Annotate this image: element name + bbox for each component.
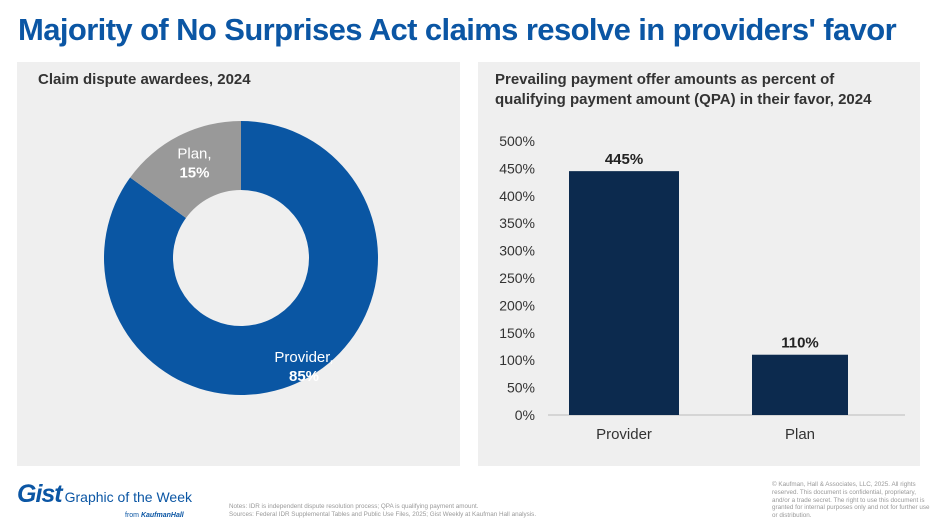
sources-text: Sources: Federal IDR Supplemental Tables… <box>229 511 537 518</box>
notes-text: Notes: IDR is independent dispute resolu… <box>229 503 479 510</box>
y-tick-label: 50% <box>507 380 535 396</box>
logo-brand: KaufmanHall <box>140 512 184 519</box>
logo-tagline: Graphic of the Week <box>64 489 192 505</box>
donut-title: Claim dispute awardees, 2024 <box>38 71 251 88</box>
footnotes: Notes: IDR is independent dispute resolu… <box>229 503 536 519</box>
bar-panel: Prevailing payment offer amounts as perc… <box>478 62 920 466</box>
donut-value-label: 15% <box>179 165 209 182</box>
y-tick-label: 250% <box>499 270 535 286</box>
y-tick-label: 100% <box>499 352 535 368</box>
donut-slice-0 <box>103 121 378 395</box>
gist-logo: Gist Graphic of the Week from KaufmanHall <box>17 480 192 519</box>
copyright-text: © Kaufman, Hall & Associates, LLC, 2025.… <box>772 481 930 520</box>
y-tick-label: 300% <box>499 243 535 259</box>
y-tick-label: 200% <box>499 297 535 313</box>
x-tick-label: Provider <box>596 426 652 443</box>
y-tick-label: 350% <box>499 215 535 231</box>
bar-title: Prevailing payment offer amounts as perc… <box>495 70 871 110</box>
y-tick-label: 450% <box>499 160 535 176</box>
x-tick-label: Plan <box>785 426 815 443</box>
bar-provider <box>569 171 679 415</box>
donut-panel: Claim dispute awardees, 2024 Provider, 85… <box>17 62 460 466</box>
bar-data-label: 445% <box>605 151 643 168</box>
donut-value-label: 85% <box>289 368 319 385</box>
logo-from: from <box>125 512 139 519</box>
y-tick-label: 400% <box>499 188 535 204</box>
page-title: Majority of No Surprises Act claims reso… <box>18 12 897 47</box>
donut-label: Provider, <box>274 349 333 366</box>
bar-title-line-1: Prevailing payment offer amounts as perc… <box>495 71 835 88</box>
bar-plan <box>752 354 848 415</box>
y-tick-label: 0% <box>515 407 535 423</box>
donut-slice-1 <box>130 121 241 219</box>
donut-label: Plan, <box>177 146 211 163</box>
bar-chart: 0% 50% 100% 150% 200% 250% 300% 350% 400% 450% 500… <box>499 133 905 443</box>
y-tick-label: 150% <box>499 325 535 341</box>
logo-gist: Gist <box>17 480 63 508</box>
donut-chart: Provider, 85% Plan, 15% <box>103 121 378 395</box>
y-tick-label: 500% <box>499 133 535 149</box>
bar-title-line-2: qualifying payment amount (QPA) in their… <box>495 91 872 108</box>
bar-data-label: 110% <box>781 335 819 352</box>
